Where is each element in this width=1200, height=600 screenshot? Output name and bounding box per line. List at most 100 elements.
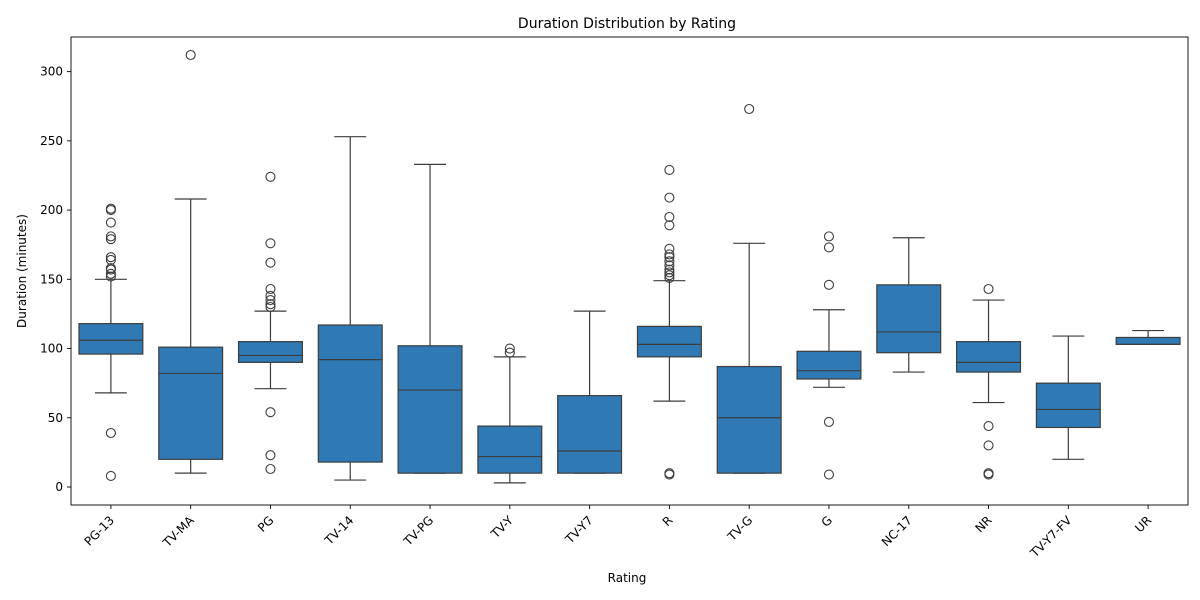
outlier-point: [983, 283, 994, 295]
outlier-point: [265, 463, 276, 475]
outlier-point: [664, 220, 675, 231]
x-tick-label: TV-Y7: [562, 513, 596, 547]
outlier-point: [265, 290, 276, 301]
x-tick-label: PG: [255, 513, 277, 535]
outlier-point: [664, 260, 675, 271]
x-axis-title: Rating: [608, 571, 647, 585]
box-group-ur: [1115, 329, 1181, 345]
outlier-point: [265, 257, 276, 268]
y-tick-label: 0: [55, 480, 63, 494]
box: [1115, 336, 1181, 345]
outlier-point: [664, 243, 675, 254]
box-group-tv-y: [477, 343, 543, 484]
box-group-tv-y7-fv: [1035, 335, 1101, 460]
outlier-point: [265, 299, 276, 310]
outlier-point: [664, 267, 675, 278]
outlier-point: [105, 234, 116, 245]
box-group-tv-g: [716, 103, 782, 474]
outlier-point: [983, 468, 994, 479]
outlier-point: [664, 270, 675, 281]
outlier-point: [105, 231, 116, 242]
outlier-point: [664, 468, 675, 479]
y-axis: 0 50 100 150 200 250 300: [40, 65, 71, 494]
y-tick-label: 150: [40, 272, 63, 286]
outlier-point: [823, 231, 835, 242]
x-tick-label: TV-Y: [488, 513, 517, 542]
outlier-point: [265, 283, 276, 295]
plot-frame: [70, 36, 1189, 506]
x-tick-label: R: [660, 513, 676, 529]
outlier-point: [983, 440, 994, 451]
box: [237, 341, 303, 363]
box: [78, 323, 144, 355]
box: [796, 350, 862, 380]
outlier-point: [504, 347, 515, 358]
box-group-tv-14: [317, 136, 383, 481]
outlier-point: [823, 416, 835, 427]
x-tick-label: TV-MA: [160, 513, 198, 551]
box: [557, 395, 623, 474]
outlier-point: [744, 103, 755, 115]
box-group-pg: [237, 171, 303, 475]
box: [716, 365, 782, 474]
x-tick-label: UR: [1132, 513, 1154, 535]
outlier-point: [664, 264, 675, 275]
outlier-point: [265, 407, 276, 418]
x-tick-label: TV-Y7-FV: [1027, 513, 1075, 561]
outlier-point: [105, 268, 116, 279]
chart-title: Duration Distribution by Rating: [518, 16, 736, 32]
box-group-tv-ma: [158, 49, 224, 474]
y-axis-title: Duration (minutes): [15, 214, 29, 328]
y-tick-label: 250: [40, 134, 63, 148]
box: [317, 324, 383, 463]
box-group-pg-13: [78, 203, 144, 481]
outlier-point: [983, 421, 994, 432]
outlier-point: [664, 164, 675, 175]
outlier-point: [265, 171, 276, 182]
box: [397, 345, 463, 474]
outlier-point: [105, 470, 116, 481]
outlier-point: [664, 192, 675, 203]
outlier-point: [105, 254, 116, 265]
outlier-point: [265, 450, 276, 461]
y-tick-label: 50: [48, 411, 63, 425]
outlier-point: [105, 427, 116, 439]
y-tick-label: 200: [40, 203, 63, 217]
outlier-point: [105, 271, 116, 282]
outlier-point: [105, 252, 116, 263]
outlier-point: [265, 238, 276, 249]
outlier-point: [265, 295, 276, 306]
outlier-point: [664, 252, 675, 263]
x-tick-label: NC-17: [879, 513, 915, 549]
outlier-point: [185, 49, 196, 61]
outlier-point: [105, 263, 116, 274]
outlier-point: [664, 211, 675, 223]
box-group-g: [796, 231, 862, 480]
box-group-r: [636, 164, 702, 480]
x-axis: PG-13 TV-MA PG TV-14 TV-PG TV-Y TV-Y7 R TV-G G NC-…: [82, 505, 1154, 561]
outlier-point: [823, 279, 835, 290]
outlier-point: [664, 272, 675, 283]
outlier-point: [823, 242, 835, 253]
x-tick-label: TV-G: [724, 513, 755, 544]
box-group-nc-17: [876, 237, 942, 373]
outlier-point: [265, 301, 276, 313]
outlier-point: [105, 217, 116, 228]
outlier-point: [823, 469, 835, 480]
x-tick-label: G: [819, 513, 835, 529]
box: [956, 341, 1022, 373]
box-group-tv-pg: [397, 163, 463, 474]
x-tick-label: NR: [973, 513, 995, 535]
outlier-point: [664, 249, 675, 260]
outlier-point: [664, 256, 675, 267]
plot-area: [70, 36, 1189, 506]
box: [477, 425, 543, 474]
outlier-point: [504, 343, 515, 354]
x-tick-label: TV-PG: [400, 513, 436, 549]
outlier-point: [105, 203, 116, 214]
box-group-nr: [956, 283, 1022, 480]
y-tick-label: 300: [40, 65, 63, 79]
box: [876, 284, 942, 354]
box-group-tv-y7: [557, 310, 623, 474]
